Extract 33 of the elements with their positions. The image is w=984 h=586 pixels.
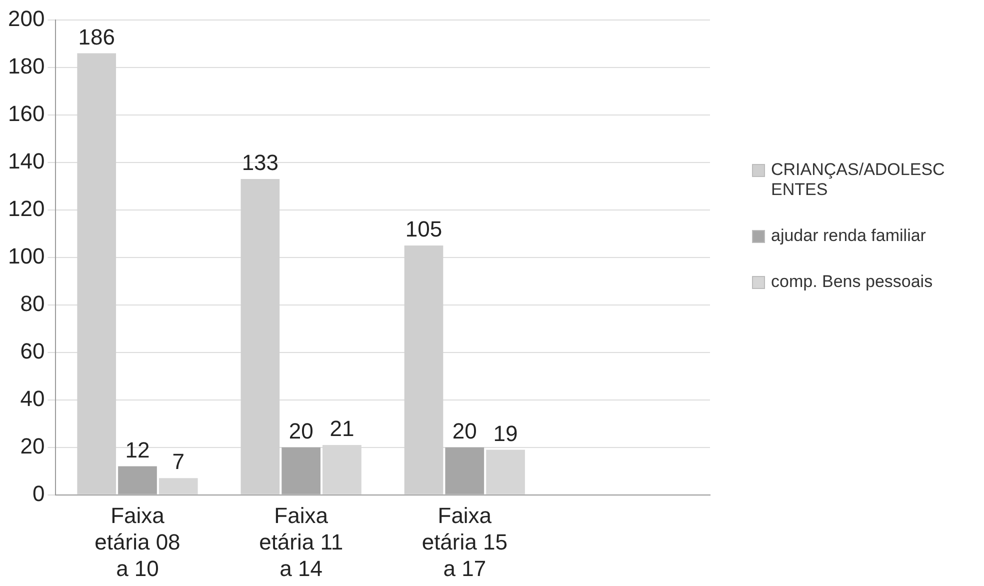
bar — [158, 478, 198, 494]
bar — [118, 466, 157, 494]
y-tick-label: 140 — [8, 148, 45, 174]
y-tick-label: 80 — [20, 290, 45, 316]
legend-label: CRIANÇAS/ADOLESCENTES — [771, 160, 946, 200]
bar — [445, 447, 484, 494]
x-tick-label: Faixa etária 15 a 17 — [422, 503, 508, 581]
y-tick-label: 0 — [32, 480, 45, 506]
bar — [282, 447, 320, 494]
data-label: 12 — [125, 437, 150, 462]
y-tick-label: 200 — [8, 6, 45, 32]
bar — [77, 53, 116, 494]
y-tick-label: 160 — [8, 101, 45, 126]
data-label: 19 — [493, 420, 518, 446]
data-label: 20 — [288, 418, 314, 444]
y-tick-label: 120 — [8, 196, 45, 221]
x-tick-label: Faixa etária 08 a 10 — [94, 503, 180, 581]
bar — [404, 246, 444, 494]
x-tick-label: Faixa etária 11 a 14 — [259, 503, 344, 581]
legend-label: comp. Bens pessoais — [771, 272, 933, 292]
y-tick-label: 180 — [8, 54, 45, 79]
bar — [240, 179, 280, 494]
y-tick-label: 60 — [20, 338, 45, 364]
y-tick-label: 20 — [20, 433, 45, 458]
data-label: 186 — [78, 24, 115, 50]
y-tick-label: 40 — [20, 386, 45, 411]
legend-label: ajudar renda familiar — [771, 226, 926, 246]
data-label: 105 — [405, 216, 442, 242]
y-tick-label: 100 — [8, 243, 45, 268]
data-label: 7 — [172, 449, 185, 474]
data-label: 20 — [452, 418, 477, 444]
data-label: 133 — [242, 150, 279, 176]
data-label: 21 — [330, 416, 354, 442]
